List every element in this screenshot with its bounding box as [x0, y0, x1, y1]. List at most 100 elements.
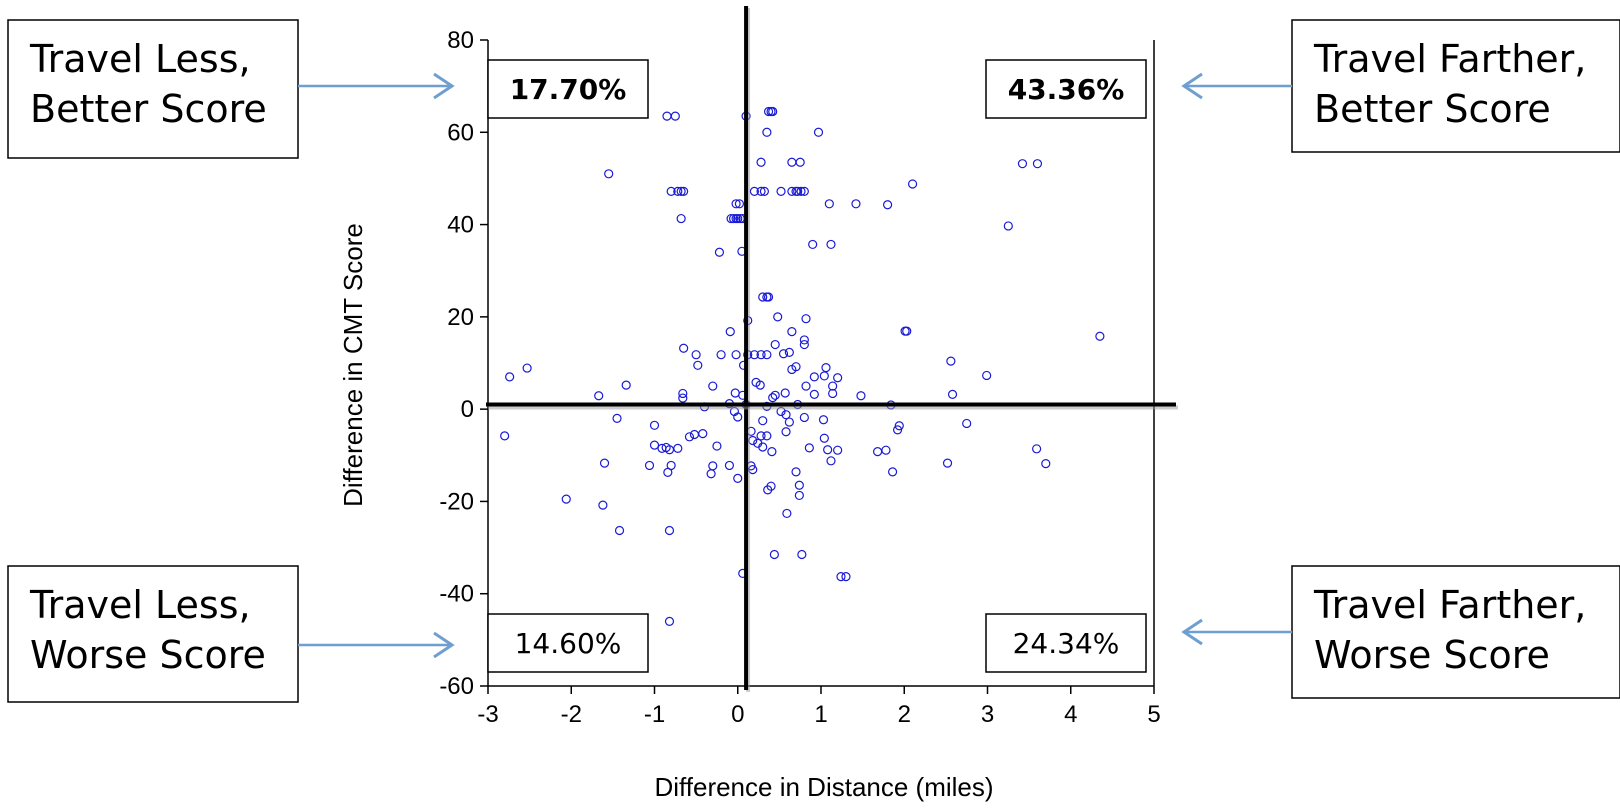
y-tick-label: -60 [439, 673, 474, 700]
callout-text-top-right: Better Score [1314, 87, 1551, 131]
data-point [887, 467, 898, 477]
data-point [776, 186, 786, 196]
data-point [808, 239, 818, 250]
data-point [676, 213, 686, 224]
data-point [787, 157, 797, 167]
data-point [787, 186, 797, 196]
data-point [793, 186, 803, 196]
data-point [663, 467, 673, 477]
y-tick-label: 20 [447, 304, 474, 331]
data-point [500, 431, 510, 441]
data-point [706, 469, 716, 479]
data-point [762, 350, 772, 360]
data-point [946, 356, 956, 366]
quadrant-percent-box [985, 59, 1147, 119]
data-point [676, 186, 686, 196]
data-point [851, 199, 861, 209]
data-point [799, 335, 809, 345]
data-point [725, 327, 735, 337]
data-point [714, 247, 725, 257]
x-tick-label: 1 [814, 701, 827, 728]
quadrant-overlay: 17.70% 43.36% 14.60% 24.34% [486, 6, 1178, 692]
data-point [598, 500, 608, 510]
x-axis-label: Difference in Distance (miles) [654, 772, 993, 802]
data-point [712, 441, 722, 451]
x-tick-label: 3 [981, 701, 994, 728]
data-point [796, 186, 806, 196]
data-point [755, 380, 765, 390]
data-point [670, 111, 680, 121]
data-point [894, 421, 904, 431]
callout-text-bottom-right: Travel Farther, [1313, 583, 1586, 627]
quadrant-percent-top-left: 17.70% [510, 73, 627, 106]
data-point [728, 213, 739, 224]
callout-box [1291, 565, 1620, 699]
quadrant-percent-box [487, 59, 649, 119]
data-point [756, 431, 766, 441]
data-point [801, 314, 811, 324]
callout-box [1291, 19, 1620, 153]
callout-text-top-right: Travel Farther, [1313, 37, 1586, 81]
callout-text-top-left: Travel Less, [29, 37, 251, 81]
data-point [716, 350, 726, 360]
data-point [781, 427, 791, 437]
data-point [673, 443, 683, 453]
data-point [797, 549, 807, 560]
data-point [644, 460, 655, 471]
x-tick-label: -2 [561, 701, 582, 728]
data-point [693, 360, 703, 370]
data-point [749, 350, 760, 360]
data-point [599, 458, 610, 468]
data-point [947, 389, 958, 399]
data-point [794, 490, 804, 501]
data-point [826, 239, 836, 250]
data-point [769, 549, 779, 560]
data-point [1017, 159, 1028, 169]
data-point [778, 349, 789, 359]
y-tick-label: -20 [439, 488, 474, 515]
data-point [522, 363, 532, 373]
callout-arrow-head [433, 631, 455, 659]
data-point [799, 339, 809, 350]
callout-arrow-head [433, 72, 455, 100]
data-point [679, 343, 689, 353]
data-point [758, 416, 768, 426]
data-point [881, 445, 891, 455]
data-point [780, 388, 790, 398]
data-point [708, 381, 718, 391]
data-point [1032, 444, 1042, 454]
data-point [782, 508, 792, 519]
data-point [749, 186, 760, 196]
data-point [604, 169, 614, 179]
data-point [762, 127, 772, 137]
data-point [942, 458, 953, 468]
data-point [758, 292, 768, 302]
data-point [828, 388, 838, 399]
callout-arrow-head [1181, 618, 1203, 646]
data-point [962, 418, 972, 429]
callout-text-bottom-left: Worse Score [30, 633, 266, 677]
data-point [762, 431, 772, 441]
data-point [733, 213, 743, 224]
data-point [724, 460, 735, 471]
quadrant-percent-box [487, 613, 649, 673]
data-point [791, 467, 801, 477]
data-point [795, 157, 805, 167]
data-point [678, 388, 688, 399]
data-point [836, 572, 846, 582]
y-tick-label: 80 [447, 27, 474, 54]
y-tick-label: 40 [447, 212, 474, 239]
data-point [833, 373, 843, 383]
data-point [799, 412, 809, 423]
data-point [662, 111, 672, 121]
data-point [759, 186, 769, 196]
data-point [770, 390, 780, 400]
x-tick-label: 5 [1147, 701, 1160, 728]
data-point [809, 389, 819, 399]
quadrant-percent-bottom-left: 14.60% [515, 627, 622, 660]
data-point [794, 480, 804, 490]
data-point [1032, 159, 1043, 169]
data-point [907, 179, 918, 189]
data-point [892, 425, 903, 435]
data-point [689, 429, 700, 440]
